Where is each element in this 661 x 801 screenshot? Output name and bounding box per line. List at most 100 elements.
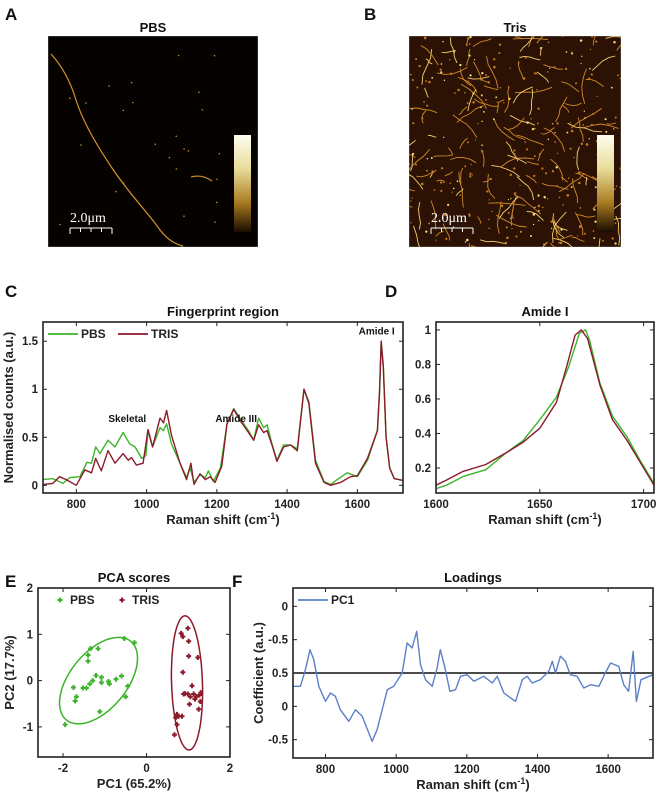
x-axis-label: Raman shift (cm-1)	[488, 511, 602, 527]
colorbar-tris	[597, 135, 614, 232]
particle	[562, 204, 565, 206]
axes-frame	[42, 321, 404, 494]
particle	[498, 52, 501, 55]
data-point-pbs	[73, 694, 79, 700]
particle	[216, 201, 218, 204]
fibril	[552, 217, 561, 234]
particle	[532, 213, 536, 216]
particle	[469, 74, 472, 77]
particle	[457, 88, 460, 92]
particle	[481, 144, 483, 146]
y-tick-label: 1.5	[22, 336, 39, 348]
fibril	[581, 68, 587, 104]
particle	[614, 116, 617, 119]
particle	[538, 153, 542, 156]
particle	[443, 136, 445, 139]
particle	[543, 195, 546, 199]
fibril	[495, 214, 527, 228]
particle	[594, 220, 597, 223]
particle	[183, 148, 185, 150]
fibril	[486, 56, 499, 89]
particle	[528, 188, 531, 191]
plot-area	[436, 329, 654, 490]
data-point-pbs	[62, 722, 68, 728]
particle	[449, 182, 452, 184]
particle	[488, 218, 490, 221]
fibril	[565, 102, 582, 107]
fibril	[559, 235, 573, 240]
fibril	[558, 172, 585, 193]
data-point-pbs	[85, 652, 91, 658]
data-point-tris	[179, 713, 185, 719]
data-point-pbs	[97, 709, 103, 715]
fibril	[472, 61, 482, 82]
fibril	[582, 123, 619, 129]
data-point-pbs	[72, 698, 78, 704]
particle	[473, 58, 476, 61]
particle	[410, 166, 413, 169]
fibril	[459, 137, 468, 149]
particle	[108, 85, 110, 87]
particle	[499, 86, 502, 89]
particle	[469, 172, 472, 175]
data-point-tris	[178, 630, 184, 636]
particle	[443, 213, 447, 216]
particle	[481, 150, 484, 153]
particle	[492, 118, 495, 121]
afm-image-pbs	[48, 36, 258, 247]
particle	[526, 148, 529, 151]
fibril	[519, 55, 541, 61]
particle	[418, 64, 421, 68]
particle	[555, 166, 558, 169]
particle	[486, 190, 489, 193]
data-point-pbs	[98, 679, 104, 685]
particle	[507, 199, 510, 201]
fibril	[519, 36, 535, 52]
particle	[132, 101, 134, 104]
data-point-tris	[186, 653, 192, 659]
particle	[481, 120, 483, 123]
particle	[534, 206, 536, 209]
x-tick-label: 0	[143, 763, 149, 775]
particle	[488, 199, 490, 201]
particle	[468, 43, 471, 45]
particle	[418, 107, 420, 110]
particle	[440, 71, 443, 74]
particle	[617, 229, 620, 232]
particle	[459, 63, 462, 67]
particle	[80, 144, 82, 146]
fibril	[50, 53, 184, 247]
particle	[579, 224, 582, 228]
fibril	[467, 88, 477, 112]
axes-frame	[435, 321, 655, 494]
particle	[428, 59, 430, 62]
fibril	[455, 188, 464, 196]
particle	[529, 234, 533, 237]
scale-bar-pbs	[69, 227, 113, 234]
chart-title: Amide I	[522, 304, 569, 319]
data-point-pbs	[95, 646, 101, 652]
particle	[575, 82, 578, 85]
y-tick-label: 0.2	[415, 463, 431, 475]
data-point-pbs	[93, 673, 99, 679]
particle	[585, 144, 588, 146]
data-point-pbs	[90, 678, 96, 684]
data-point-tris	[186, 638, 192, 644]
panel-label-f: F	[232, 572, 242, 591]
data-point-tris	[193, 694, 199, 700]
particle	[620, 244, 621, 247]
fibril	[421, 110, 427, 124]
particle	[59, 223, 61, 226]
data-point-pbs	[87, 681, 93, 687]
fibril	[409, 107, 438, 114]
particle	[489, 177, 493, 181]
particle	[519, 184, 521, 187]
fibril	[509, 114, 535, 126]
particle	[154, 143, 157, 146]
annotation: Amide I	[359, 326, 395, 337]
particle	[412, 152, 415, 155]
particle	[549, 67, 551, 69]
particle	[480, 94, 483, 97]
fibril	[543, 64, 563, 70]
particle	[412, 122, 415, 125]
